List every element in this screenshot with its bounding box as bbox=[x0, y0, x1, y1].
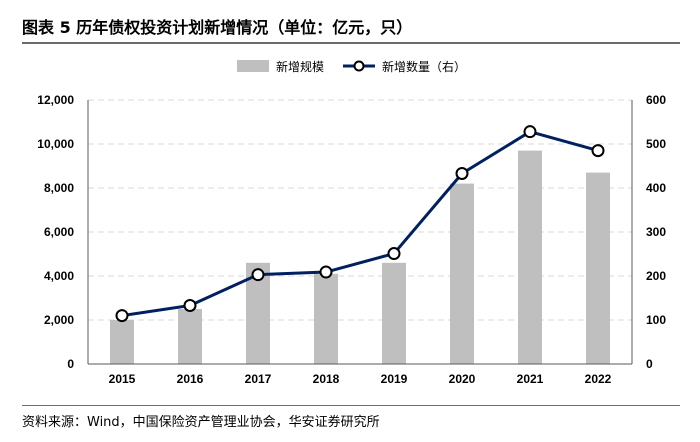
y-left-tick-label: 10,000 bbox=[37, 137, 74, 151]
y-left-tick-label: 6,000 bbox=[44, 225, 74, 239]
bar-2021 bbox=[518, 150, 542, 364]
source-divider bbox=[22, 405, 680, 406]
line-point-2020 bbox=[455, 166, 469, 180]
y-right-tick-label: 600 bbox=[646, 93, 666, 107]
y-left-tick-label: 4,000 bbox=[44, 269, 74, 283]
title-divider bbox=[22, 42, 680, 44]
y-right-tick-label: 500 bbox=[646, 137, 666, 151]
bar-2016 bbox=[178, 309, 202, 364]
axes bbox=[87, 100, 633, 365]
legend-marker-line bbox=[353, 60, 365, 72]
legend-label-line: 新增数量（右） bbox=[382, 59, 466, 74]
x-tick-label: 2022 bbox=[585, 372, 612, 386]
source-note: 资料来源：Wind，中国保险资产管理业协会，华安证券研究所 bbox=[22, 415, 380, 430]
legend-swatch-bar bbox=[237, 60, 269, 72]
bar-series bbox=[110, 150, 610, 364]
y-right-tick-label: 100 bbox=[646, 313, 666, 327]
y-left-tick-label: 2,000 bbox=[44, 313, 74, 327]
x-tick-label: 2018 bbox=[313, 372, 340, 386]
line-point-2017 bbox=[251, 268, 265, 282]
legend: 新增规模 新增数量（右） bbox=[237, 59, 466, 74]
y-right-tick-label: 300 bbox=[646, 225, 666, 239]
axis-labels: 0 2,000 4,000 6,000 8,000 10,000 12,000 0 100 200… bbox=[37, 93, 666, 386]
bar-2015 bbox=[110, 320, 134, 364]
legend-label-bar: 新增规模 bbox=[276, 59, 324, 74]
y-left-tick-label: 0 bbox=[67, 357, 74, 371]
y-right-tick-label: 200 bbox=[646, 269, 666, 283]
x-tick-label: 2019 bbox=[381, 372, 408, 386]
y-right-tick-label: 400 bbox=[646, 181, 666, 195]
grid-lines bbox=[88, 99, 632, 321]
line-point-2015 bbox=[115, 309, 129, 323]
line-path bbox=[121, 130, 599, 318]
line-point-2018 bbox=[319, 265, 333, 279]
x-tick-label: 2015 bbox=[109, 372, 136, 386]
bar-2018 bbox=[314, 273, 338, 364]
page-title: 图表 5 历年债权投资计划新增情况（单位：亿元，只） bbox=[22, 18, 413, 37]
line-point-2022 bbox=[591, 144, 605, 158]
y-right-tick-label: 0 bbox=[646, 357, 653, 371]
x-tick-label: 2017 bbox=[245, 372, 272, 386]
bar-2019 bbox=[382, 262, 406, 364]
y-left-tick-label: 8,000 bbox=[44, 181, 74, 195]
x-tick-label: 2020 bbox=[449, 372, 476, 386]
line-point-2016 bbox=[183, 298, 197, 312]
line-point-2019 bbox=[387, 247, 401, 261]
y-left-tick-label: 12,000 bbox=[37, 93, 74, 107]
x-tick-label: 2016 bbox=[177, 372, 204, 386]
line-point-2021 bbox=[523, 125, 537, 139]
x-tick-label: 2021 bbox=[517, 372, 544, 386]
bar-2020 bbox=[450, 183, 474, 364]
line-series bbox=[115, 125, 605, 323]
bar-2022 bbox=[586, 172, 610, 364]
